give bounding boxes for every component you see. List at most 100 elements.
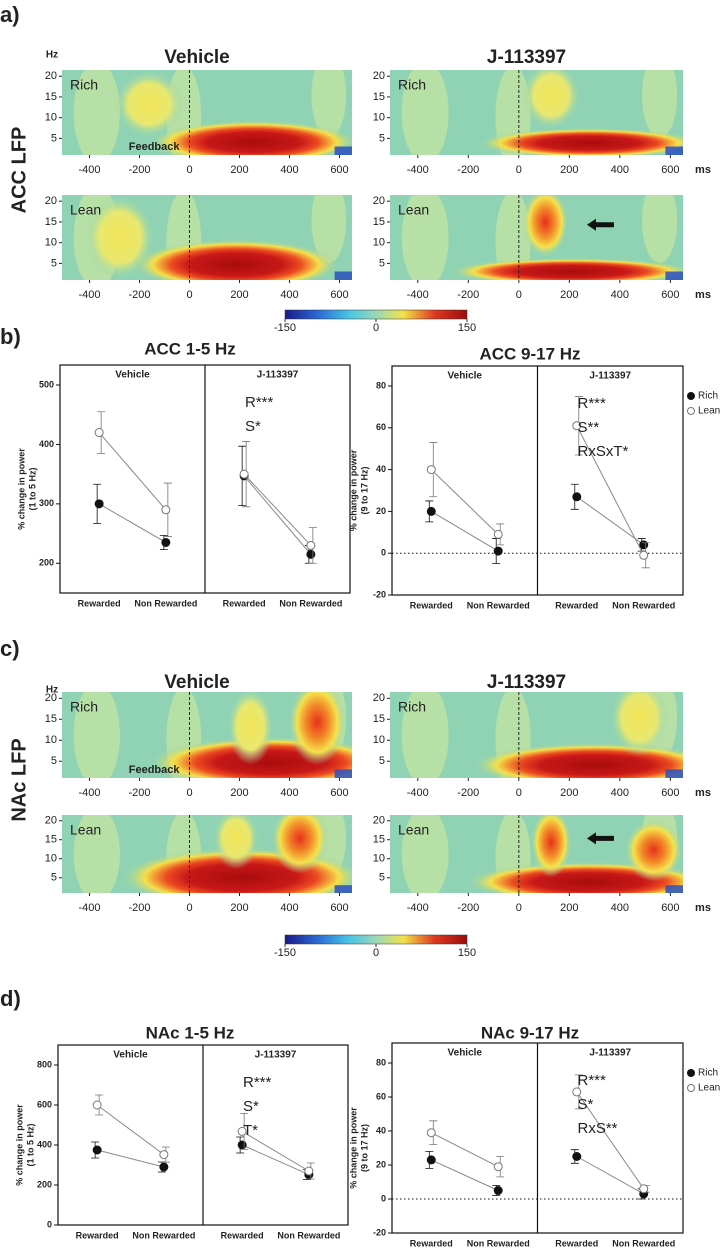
data-point — [493, 546, 503, 556]
heatmap — [62, 195, 352, 280]
x-tick-label: -400 — [407, 902, 429, 914]
chart-title: NAc 1-5 Hz — [146, 1023, 235, 1042]
y-axis-label: (9 to 17 Hz) — [359, 1124, 369, 1172]
condition-label: Rich — [70, 699, 98, 715]
y-tick-label: 5 — [379, 132, 385, 144]
stats-annotation: S* — [243, 1098, 259, 1115]
panel-label: a) — [0, 2, 20, 27]
series-line — [98, 432, 167, 511]
data-point — [161, 505, 171, 515]
x-tick-label: -200 — [457, 902, 479, 914]
data-point — [426, 506, 436, 516]
y-tick-label: 200 — [39, 558, 54, 568]
y-tick-label: 400 — [39, 439, 54, 449]
panel-label: b) — [0, 324, 21, 349]
y-tick-label: 80 — [376, 1057, 386, 1067]
y-axis-label: % change in power — [348, 1107, 358, 1189]
data-point — [426, 1128, 436, 1138]
y-tick-label: 0 — [381, 1193, 386, 1203]
series-line — [243, 473, 312, 546]
column-title: J-113397 — [487, 47, 566, 68]
y-axis-label: (1 to 5 Hz) — [25, 1123, 35, 1166]
heatmap — [390, 815, 683, 893]
y-tick-label: 10 — [373, 734, 385, 746]
data-point — [304, 1166, 314, 1176]
column-title: J-113397 — [487, 672, 566, 693]
x-tick-label: Rewarded — [410, 1238, 453, 1248]
x-tick-label: 200 — [230, 164, 248, 176]
condition-label: Lean — [70, 202, 101, 218]
x-tick-label: -400 — [407, 787, 429, 799]
heatmap-patch — [641, 70, 678, 138]
series-line — [431, 1132, 499, 1168]
row-title: NAc LFP — [8, 738, 30, 821]
x-tick-label: 600 — [661, 164, 679, 176]
y-unit: Hz — [46, 685, 58, 696]
stats-annotation: T* — [243, 1122, 258, 1139]
stats-annotation: RxS** — [578, 1120, 618, 1137]
y-axis-label: % change in power — [14, 1104, 24, 1186]
chart-title: NAc 9-17 Hz — [481, 1023, 579, 1042]
y-tick-label: 10 — [373, 237, 385, 249]
y-tick-label: 400 — [37, 1139, 52, 1149]
y-tick-label: -20 — [373, 589, 386, 599]
x-tick-label: -400 — [78, 787, 100, 799]
condition-label: Rich — [398, 699, 426, 715]
x-tick-label: 0 — [186, 164, 192, 176]
stats-annotation: R*** — [245, 394, 274, 411]
x-tick-label: 400 — [611, 289, 629, 301]
heatmap-blob — [212, 815, 260, 870]
y-axis-label: % change in power — [348, 449, 358, 531]
y-tick-label: 5 — [51, 132, 57, 144]
data-point — [426, 1155, 436, 1165]
y-unit: Hz — [46, 50, 58, 61]
heatmap-low — [665, 146, 683, 155]
heatmap-blob — [624, 818, 683, 882]
y-tick-label: 10 — [373, 112, 385, 124]
y-tick-label: 5 — [51, 755, 57, 767]
x-tick-label: -200 — [457, 164, 479, 176]
data-point — [237, 1126, 247, 1136]
y-tick-label: 5 — [379, 872, 385, 884]
x-tick-label: -200 — [128, 164, 150, 176]
heatmap-low — [334, 769, 352, 778]
y-tick-label: 5 — [379, 755, 385, 767]
x-tick-label: 200 — [230, 787, 248, 799]
column-title: Vehicle — [164, 672, 230, 693]
x-tick-label: Non Rewarded — [467, 600, 530, 610]
y-tick-label: 5 — [51, 257, 57, 269]
data-point — [493, 529, 503, 539]
data-point — [572, 421, 582, 431]
x-tick-label: 200 — [560, 787, 578, 799]
data-point — [426, 465, 436, 475]
y-tick-label: 15 — [45, 216, 57, 228]
x-tick-label: Non Rewarded — [612, 1238, 675, 1248]
x-tick-label: -400 — [407, 164, 429, 176]
y-tick-label: 60 — [376, 422, 386, 432]
x-tick-label: -200 — [128, 289, 150, 301]
stats-annotation: R*** — [578, 395, 607, 412]
y-axis-label: (9 to 17 Hz) — [359, 466, 369, 514]
y-tick-label: 10 — [373, 853, 385, 865]
y-tick-label: 80 — [376, 380, 386, 390]
heatmap-blob — [521, 70, 581, 130]
heatmap-blob — [131, 239, 341, 280]
series-line — [241, 1130, 310, 1172]
y-tick-label: 40 — [376, 1125, 386, 1135]
x-tick-label: -200 — [128, 787, 150, 799]
y-tick-label: 20 — [45, 815, 57, 827]
y-tick-label: 200 — [37, 1179, 52, 1189]
series-line — [430, 469, 499, 535]
y-tick-label: 10 — [45, 853, 57, 865]
y-tick-label: 15 — [45, 713, 57, 725]
data-point — [94, 499, 104, 509]
x-tick-label: 400 — [611, 902, 629, 914]
data-point — [493, 1186, 503, 1195]
legend-marker — [687, 1084, 695, 1092]
heatmap-patch — [311, 70, 347, 138]
condition-label: Lean — [398, 202, 429, 218]
x-tick-label: 0 — [516, 902, 522, 914]
condition-label: Lean — [70, 822, 101, 838]
x-tick-label: Rewarded — [221, 1230, 264, 1240]
